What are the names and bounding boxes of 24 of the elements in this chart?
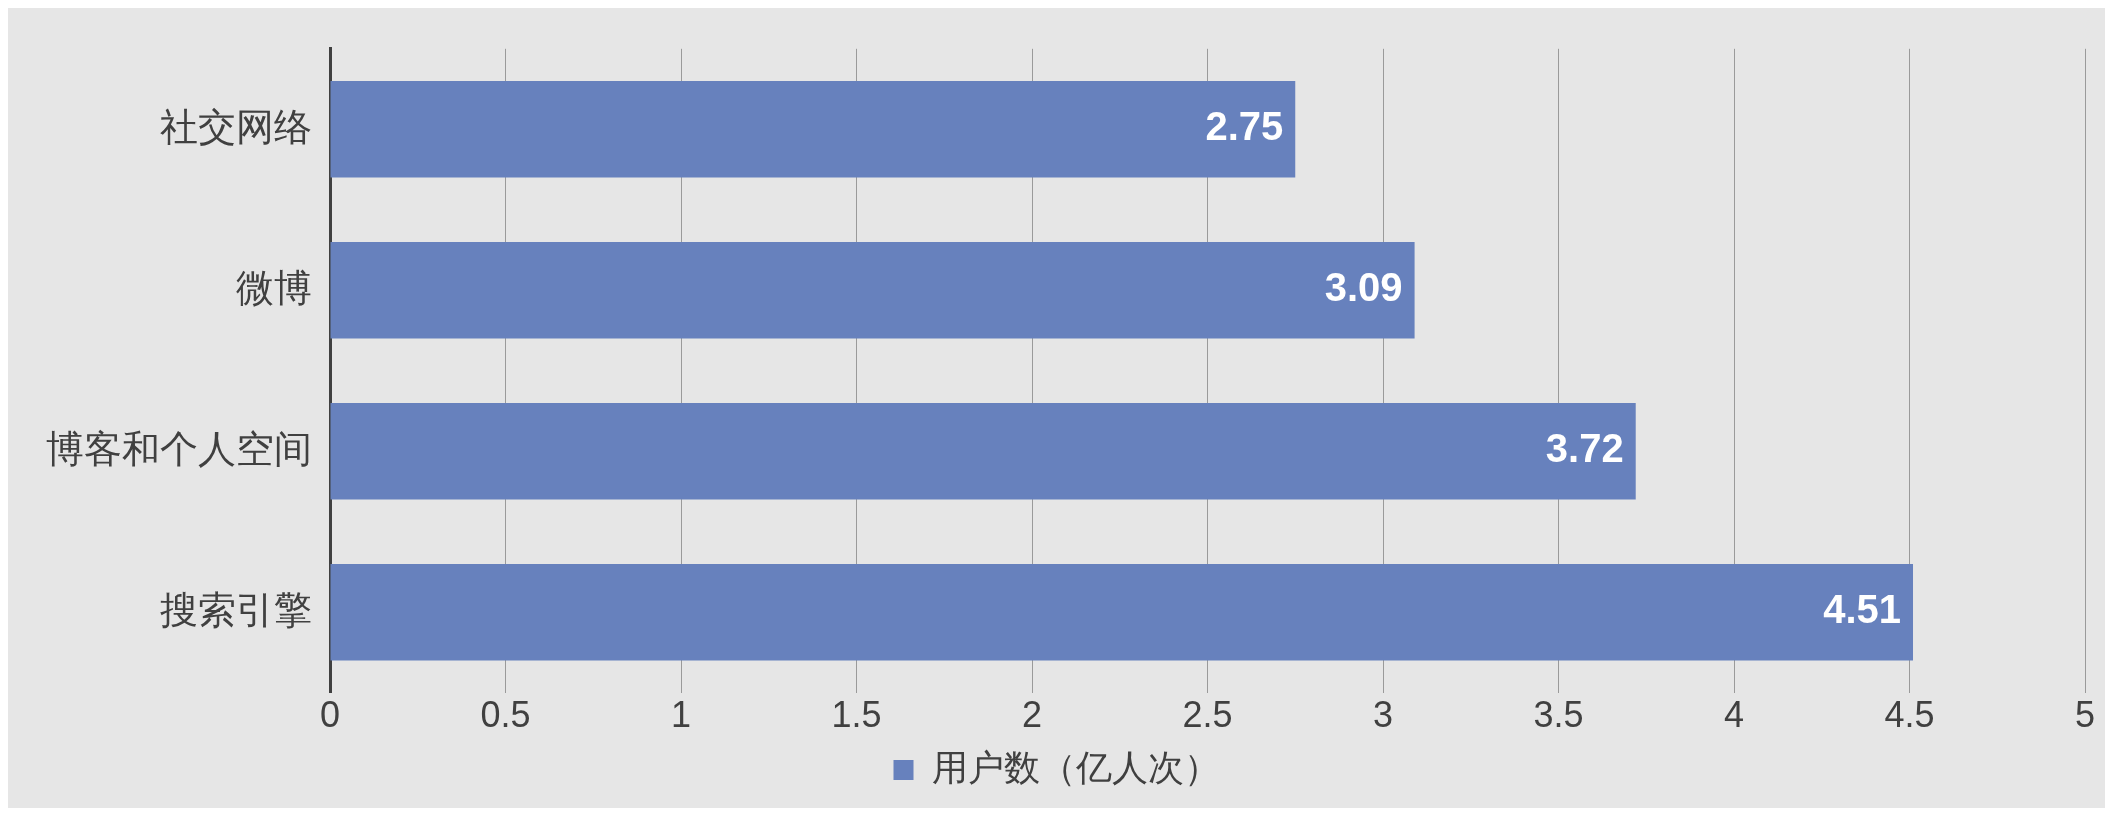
data-label: 4.51 — [1823, 587, 1902, 632]
x-tick-label: 3 — [1372, 694, 1394, 736]
x-tick-label: 1.5 — [831, 694, 882, 736]
x-tick-label: 4.5 — [1884, 694, 1935, 736]
bar — [330, 564, 1914, 661]
data-label: 3.72 — [1545, 426, 1624, 471]
x-tick-label: 0 — [319, 694, 341, 736]
x-tick-label: 2.5 — [1182, 694, 1233, 736]
data-label: 2.75 — [1205, 104, 1284, 149]
x-tick-label: 2 — [1021, 694, 1043, 736]
bar — [330, 81, 1296, 178]
bar — [330, 242, 1415, 339]
x-tick-label: 1 — [670, 694, 692, 736]
legend-label: 用户数（亿人次） — [931, 746, 1220, 788]
x-tick-label: 0.5 — [480, 694, 531, 736]
y-tick-label: 博客和个人空间 — [46, 427, 312, 470]
y-tick-label: 搜索引擎 — [160, 588, 312, 631]
x-tick-label: 3.5 — [1533, 694, 1584, 736]
y-tick-label: 社交网络 — [160, 105, 312, 148]
x-tick-label: 5 — [2074, 694, 2096, 736]
x-tick-label: 4 — [1723, 694, 1745, 736]
y-tick-label: 微博 — [236, 266, 312, 309]
data-label: 3.09 — [1324, 265, 1403, 310]
bar — [330, 403, 1636, 500]
